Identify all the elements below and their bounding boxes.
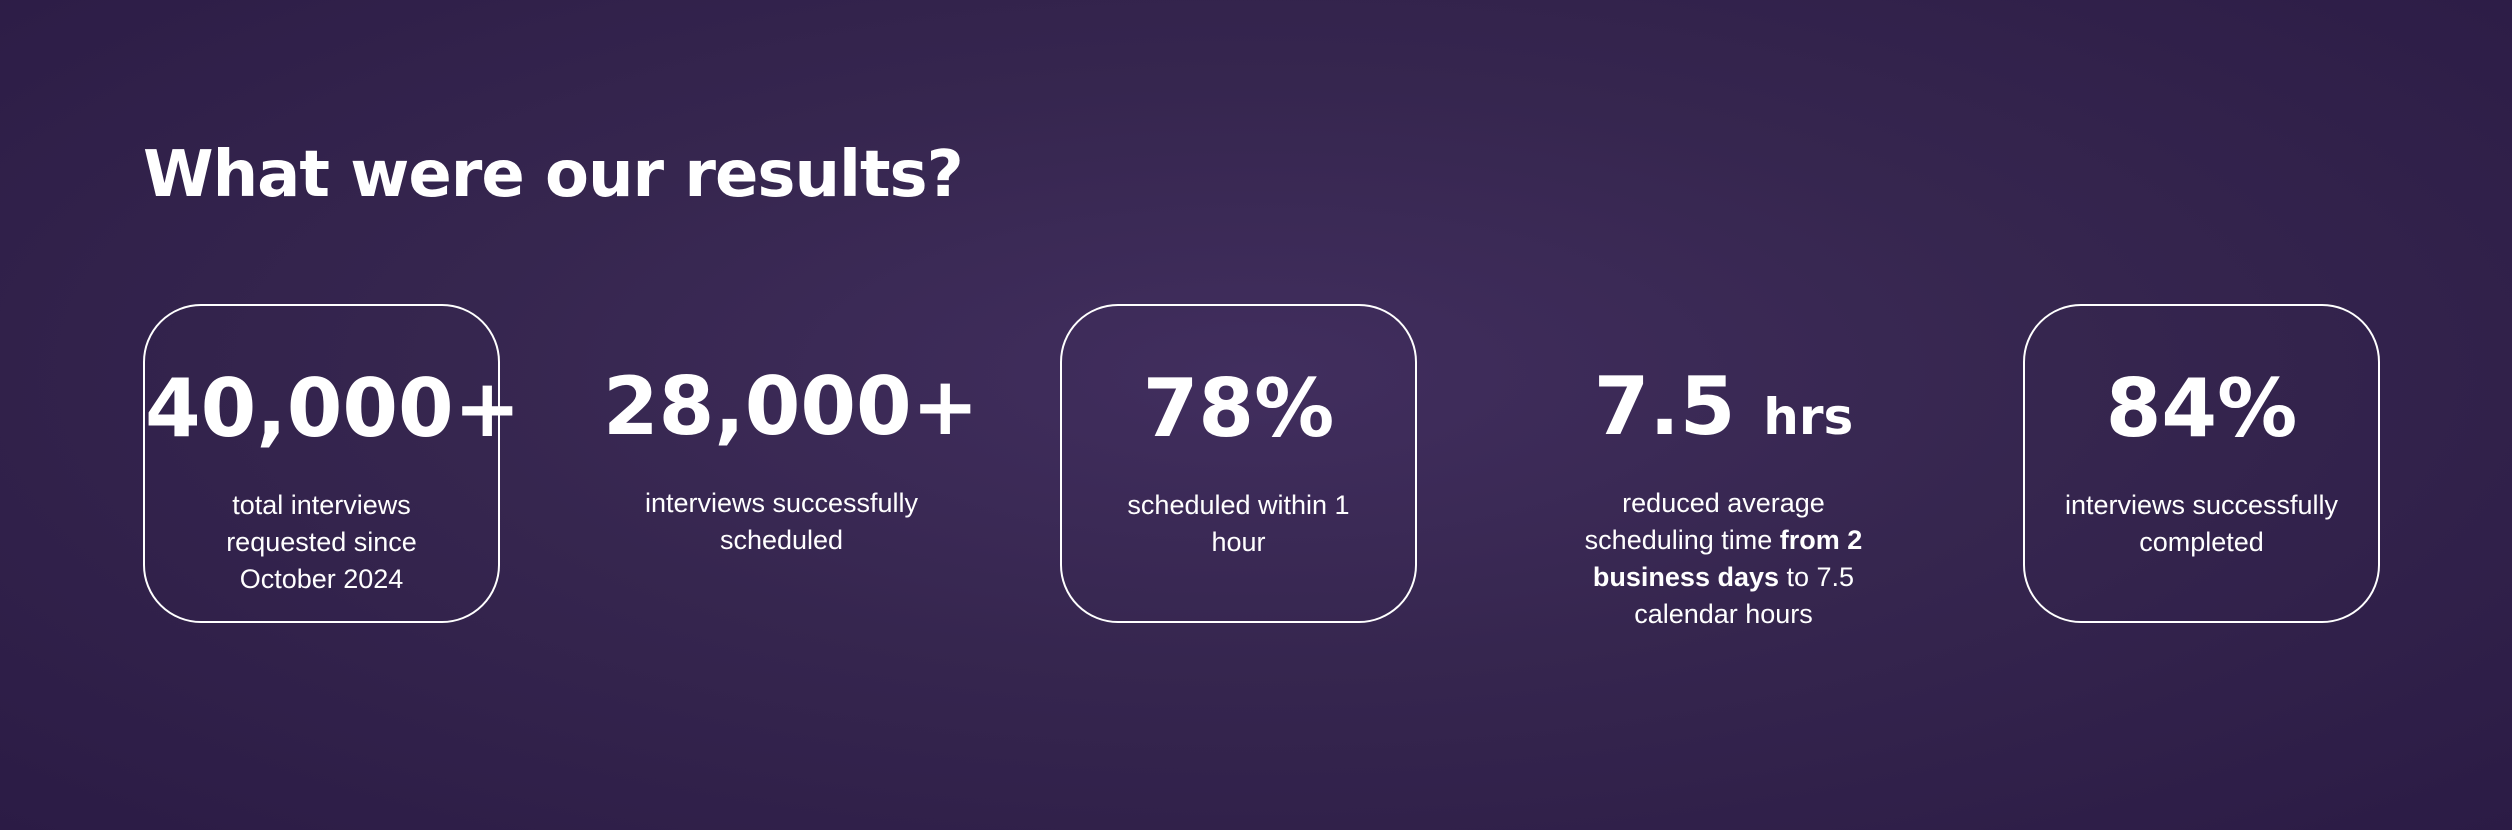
stat-description: scheduled within 1 hour <box>1114 487 1364 561</box>
description-text: to 7.5 calendar hours <box>1634 562 1855 629</box>
stat-description: interviews successfully scheduled <box>612 485 952 559</box>
page-title: What were our results? <box>143 138 964 212</box>
description-text: from 2 business days <box>1592 525 1863 592</box>
stat-value: 7.5 hrs <box>1545 362 1902 462</box>
stat-number: 84% <box>2105 362 2298 455</box>
stat-description: interviews successfully completed <box>2032 487 2372 561</box>
description-text: total interviews requested since October… <box>226 490 417 594</box>
description-text: reduced average scheduling time <box>1584 488 1825 555</box>
stat-card: 28,000+ interviews successfully scheduled <box>603 304 979 623</box>
stat-number: 28,000+ <box>603 360 979 453</box>
description-text: interviews successfully scheduled <box>644 488 919 555</box>
stat-value: 40,000+ <box>145 364 521 454</box>
stat-unit: hrs <box>1763 388 1854 446</box>
stat-number: 7.5 <box>1593 360 1736 453</box>
stat-value: 84% <box>2025 364 2378 454</box>
stat-number: 40,000+ <box>145 362 521 455</box>
stat-card: 78% scheduled within 1 hour <box>1060 304 1417 623</box>
stat-card: 40,000+ total interviews requested since … <box>143 304 521 623</box>
stat-description: reduced average scheduling time from 2 b… <box>1564 485 1884 633</box>
stat-value: 78% <box>1062 364 1415 454</box>
stat-number: 78% <box>1142 362 1335 455</box>
stat-card: 7.5 hrs reduced average scheduling time f… <box>1545 304 1902 630</box>
description-text: interviews successfully completed <box>2064 490 2339 557</box>
stat-card: 84% interviews successfully completed <box>2023 304 2380 623</box>
stat-description: total interviews requested since October… <box>191 487 453 598</box>
description-text: scheduled within 1 hour <box>1127 490 1350 557</box>
stat-value: 28,000+ <box>603 362 979 452</box>
